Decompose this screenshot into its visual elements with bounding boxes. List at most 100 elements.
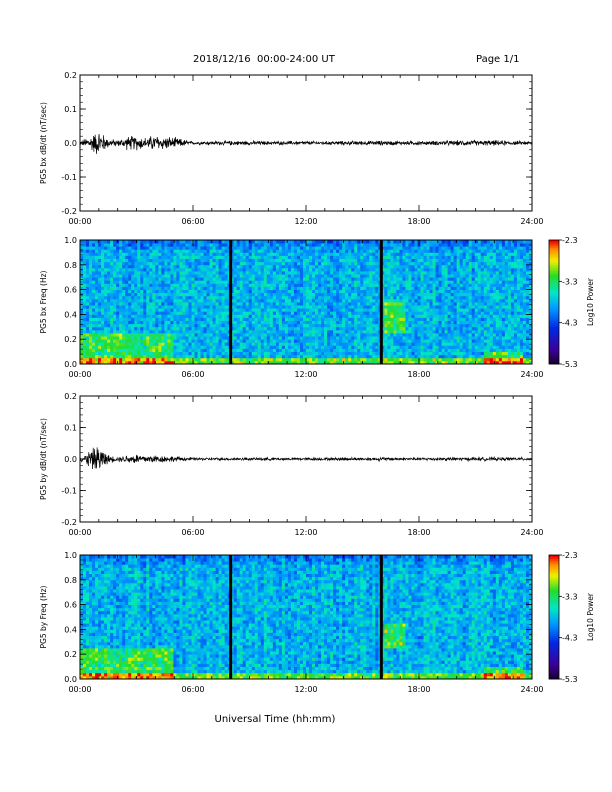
spectrogram-cell	[245, 348, 250, 352]
spectrogram-cell	[299, 249, 304, 253]
spectrogram-cell	[345, 354, 349, 359]
spectrogram-cell	[161, 339, 165, 343]
spectrogram-cell	[290, 277, 295, 281]
spectrogram-cell	[450, 261, 455, 266]
spectrogram-cell	[248, 360, 253, 365]
spectrogram-cell	[354, 277, 358, 281]
spectrogram-cell	[239, 311, 244, 315]
spectrogram-cell	[230, 305, 235, 309]
spectrogram-cell	[197, 348, 201, 352]
spectrogram-cell	[444, 258, 449, 263]
spectrogram-cell	[414, 246, 418, 250]
spectrogram-cell	[242, 342, 247, 346]
y-axis-label: PG5 bx dB/dt (nT/sec)	[39, 102, 48, 184]
spectrogram-cell	[315, 246, 319, 250]
spectrogram-cell	[86, 360, 90, 365]
spectrogram-cell	[411, 261, 415, 266]
spectrogram-cell	[402, 298, 406, 303]
spectrogram-cell	[200, 302, 204, 306]
spectrogram-cell	[278, 255, 283, 259]
spectrogram-cell	[327, 345, 331, 349]
spectrogram-cell	[206, 286, 210, 290]
spectrogram-cell	[95, 258, 99, 263]
spectrogram-cell	[330, 357, 334, 362]
spectrogram-cell	[284, 333, 289, 337]
spectrogram-cell	[128, 345, 132, 349]
spectrogram-cell	[336, 255, 340, 259]
spectrogram-cell	[339, 240, 343, 244]
spectrogram-cell	[185, 329, 189, 334]
spectrogram-cell	[426, 289, 430, 294]
spectrogram-cell	[128, 277, 132, 281]
spectrogram-cell	[339, 298, 343, 303]
spectrogram-cell	[110, 317, 114, 321]
spectrogram-cell	[441, 345, 446, 349]
spectrogram-cell	[306, 326, 310, 331]
spectrogram-cell	[366, 348, 370, 352]
spectrogram-cell	[266, 289, 271, 294]
spectrogram-cell	[239, 283, 244, 287]
spectrogram-cell	[242, 302, 247, 306]
spectrogram-cell	[309, 360, 313, 365]
spectrogram-cell	[149, 271, 153, 275]
spectrogram-cell	[98, 249, 102, 253]
spectrogram-cell	[167, 326, 171, 331]
spectrogram-cell	[405, 336, 409, 340]
spectrogram-cell	[215, 240, 220, 244]
spectrogram-cell	[269, 277, 274, 281]
spectrogram-cell	[164, 323, 168, 328]
spectrogram-cell	[399, 336, 403, 340]
spectrogram-cell	[218, 267, 223, 272]
spectrogram-cell	[86, 283, 90, 287]
spectrogram-cell	[245, 336, 250, 340]
spectrogram-cell	[408, 314, 412, 318]
spectrogram-cell	[384, 336, 388, 340]
spectrogram-cell	[269, 258, 274, 263]
spectrogram-cell	[351, 289, 355, 294]
spectrogram-cell	[245, 274, 250, 278]
spectrogram-cell	[417, 252, 421, 256]
spectrogram-cell	[375, 308, 379, 312]
spectrogram-cell	[435, 339, 439, 343]
spectrogram-cell	[387, 277, 391, 281]
spectrogram-cell	[447, 351, 452, 356]
spectrogram-cell	[254, 286, 259, 290]
spectrogram-cell	[125, 329, 129, 334]
spectrogram-cell	[137, 317, 141, 321]
spectrogram-cell	[173, 240, 177, 244]
spectrogram-cell	[275, 345, 280, 349]
spectrogram-cell	[444, 271, 449, 275]
spectrogram-cell	[110, 348, 114, 352]
spectrogram-cell	[83, 286, 87, 290]
spectrogram-cell	[209, 329, 213, 334]
spectrogram-cell	[89, 339, 93, 343]
spectrogram-cell	[354, 320, 358, 325]
spectrogram-cell	[95, 261, 99, 266]
spectrogram-cell	[375, 317, 379, 321]
spectrogram-cell	[438, 280, 442, 284]
spectrogram-cell	[236, 292, 241, 297]
spectrogram-cell	[239, 336, 244, 340]
spectrogram-cell	[438, 314, 442, 318]
spectrogram-cell	[212, 255, 216, 259]
spectrogram-cell	[324, 311, 328, 315]
spectrogram-cell	[230, 314, 235, 318]
spectrogram-cell	[345, 326, 349, 331]
spectrogram-cell	[260, 333, 265, 337]
spectrogram-cell	[203, 267, 207, 272]
spectrogram-cell	[182, 283, 186, 287]
spectrogram-cell	[245, 264, 250, 269]
spectrogram-cell	[408, 249, 412, 253]
spectrogram-cell	[242, 354, 247, 359]
spectrogram-cell	[269, 240, 274, 244]
spectrogram-cell	[435, 351, 439, 356]
spectrogram-cell	[384, 298, 388, 303]
spectrogram-cell	[438, 351, 442, 356]
spectrogram-cell	[345, 360, 349, 365]
spectrogram-cell	[221, 298, 226, 303]
spectrogram-cell	[83, 258, 87, 263]
spectrogram-cell	[164, 280, 168, 284]
spectrogram-cell	[185, 305, 189, 309]
spectrogram-cell	[296, 264, 301, 269]
spectrogram-cell	[179, 360, 183, 365]
